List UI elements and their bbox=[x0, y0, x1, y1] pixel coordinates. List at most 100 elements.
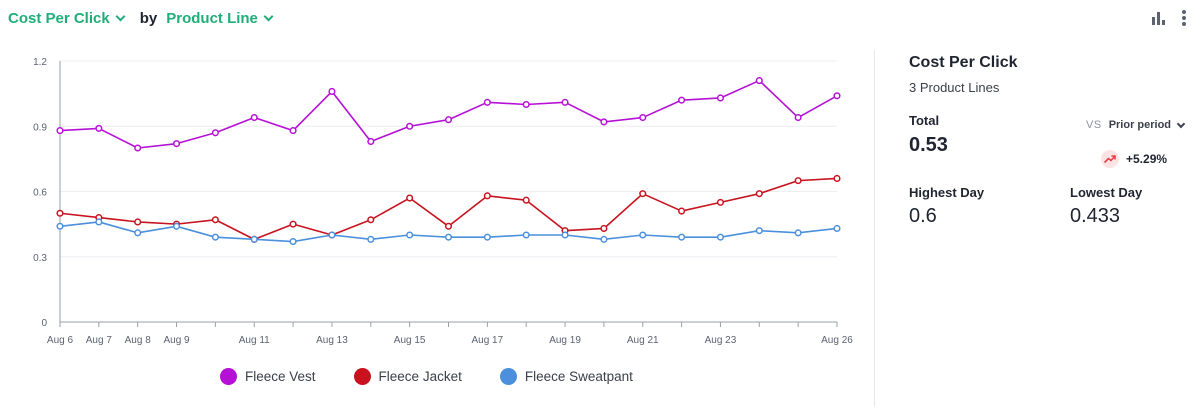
trending-up-icon bbox=[1101, 150, 1119, 168]
data-point-fleece-vest bbox=[250, 114, 258, 122]
data-point-fleece-sweatpant bbox=[367, 235, 375, 243]
data-point-fleece-jacket bbox=[56, 209, 64, 217]
data-point-fleece-vest bbox=[173, 140, 181, 148]
data-point-fleece-vest bbox=[678, 96, 686, 104]
lowest-day-label: Lowest Day bbox=[1070, 185, 1143, 200]
legend-swatch bbox=[220, 368, 237, 385]
data-point-fleece-vest bbox=[328, 87, 336, 96]
group-by-dropdown[interactable]: Product Line bbox=[166, 9, 274, 27]
x-tick-label: Aug 15 bbox=[394, 335, 426, 346]
legend-item-fleece-sweatpant[interactable]: Fleece Sweatpant bbox=[499, 368, 633, 385]
data-point-fleece-jacket bbox=[483, 192, 491, 200]
data-point-fleece-sweatpant bbox=[250, 235, 258, 243]
vs-label: VS bbox=[1086, 119, 1102, 131]
bar-chart-icon[interactable] bbox=[1152, 11, 1166, 25]
series-line-fleece-vest bbox=[59, 79, 838, 149]
data-point-fleece-jacket bbox=[522, 196, 530, 204]
data-point-fleece-jacket bbox=[134, 218, 142, 226]
group-label: Product Line bbox=[166, 9, 258, 27]
legend-swatch bbox=[499, 368, 517, 385]
x-tick-label: Aug 7 bbox=[86, 335, 113, 346]
y-tick-label: 0.6 bbox=[33, 188, 47, 199]
data-point-fleece-sweatpant bbox=[56, 222, 64, 230]
data-point-fleece-vest bbox=[639, 114, 647, 122]
data-point-fleece-jacket bbox=[600, 224, 608, 233]
chart-header: Cost Per Click by Product Line bbox=[8, 8, 274, 28]
data-point-fleece-jacket bbox=[794, 177, 802, 185]
data-point-fleece-vest bbox=[444, 116, 453, 124]
comparison-selector: VS Prior period bbox=[1086, 119, 1186, 131]
legend-label: Fleece Sweatpant bbox=[524, 369, 633, 384]
line-chart: 0 0.3 0.6 0.9 1.2 Aug 6 Aug 7 Aug 8 Aug 9 Aug 11 A… bbox=[33, 57, 853, 346]
legend-swatch bbox=[353, 368, 371, 385]
data-point-fleece-sweatpant bbox=[444, 233, 453, 241]
data-point-fleece-vest bbox=[561, 98, 569, 106]
data-point-fleece-sweatpant bbox=[289, 237, 297, 246]
data-point-fleece-jacket bbox=[716, 198, 725, 206]
data-point-fleece-vest bbox=[833, 92, 841, 100]
y-tick-label: 0.9 bbox=[33, 122, 47, 133]
legend-item-fleece-vest[interactable]: Fleece Vest bbox=[220, 368, 316, 385]
data-point-fleece-sweatpant bbox=[134, 229, 142, 237]
data-point-fleece-sweatpant bbox=[522, 231, 530, 239]
chevron-down-icon bbox=[1176, 119, 1186, 128]
lowest-day-value: 0.433 bbox=[1070, 205, 1121, 227]
data-point-fleece-sweatpant bbox=[406, 231, 414, 239]
highest-day-value: 0.6 bbox=[909, 205, 937, 227]
data-point-fleece-vest bbox=[95, 124, 103, 132]
data-point-fleece-sweatpant bbox=[639, 231, 647, 239]
data-point-fleece-sweatpant bbox=[483, 233, 491, 241]
comparison-dropdown[interactable]: Prior period bbox=[1108, 119, 1186, 131]
y-tick-label: 1.2 bbox=[33, 57, 47, 68]
metric-label: Cost Per Click bbox=[8, 9, 110, 27]
data-point-fleece-jacket bbox=[367, 216, 375, 224]
x-tick-label: Aug 13 bbox=[316, 335, 348, 346]
data-point-fleece-sweatpant bbox=[173, 222, 181, 230]
data-point-fleece-sweatpant bbox=[794, 229, 802, 237]
x-tick-label: Aug 8 bbox=[125, 335, 152, 346]
by-label: by bbox=[139, 9, 158, 27]
comparison-label: Prior period bbox=[1108, 119, 1172, 131]
summary-panel: Cost Per Click 3 Product Lines Total 0.5… bbox=[909, 54, 1189, 227]
x-tick-label: Aug 6 bbox=[47, 335, 74, 346]
data-point-fleece-vest bbox=[211, 129, 219, 137]
legend-item-fleece-jacket[interactable]: Fleece Jacket bbox=[353, 368, 462, 385]
x-tick-label: Aug 23 bbox=[705, 335, 737, 346]
data-point-fleece-sweatpant bbox=[600, 235, 608, 243]
data-point-fleece-vest bbox=[367, 137, 375, 146]
data-point-fleece-vest bbox=[406, 122, 414, 130]
data-point-fleece-sweatpant bbox=[716, 233, 725, 241]
legend-label: Fleece Vest bbox=[245, 369, 316, 384]
data-point-fleece-jacket bbox=[833, 174, 841, 182]
more-vertical-icon[interactable] bbox=[1182, 10, 1186, 26]
data-point-fleece-vest bbox=[56, 127, 64, 135]
x-tick-label: Aug 9 bbox=[163, 335, 190, 346]
data-point-fleece-vest bbox=[755, 77, 763, 85]
y-tick-label: 0.3 bbox=[33, 253, 47, 264]
x-tick-label: Aug 11 bbox=[239, 335, 270, 346]
data-point-fleece-jacket bbox=[678, 207, 686, 215]
data-point-fleece-sweatpant bbox=[561, 231, 569, 239]
x-tick-label: Aug 21 bbox=[627, 335, 659, 346]
data-point-fleece-jacket bbox=[289, 220, 297, 228]
chevron-down-icon bbox=[263, 11, 274, 21]
data-point-fleece-jacket bbox=[444, 222, 453, 230]
data-point-fleece-vest bbox=[522, 100, 530, 109]
data-point-fleece-sweatpant bbox=[678, 233, 686, 241]
x-tick-label: Aug 26 bbox=[821, 335, 853, 346]
data-point-fleece-vest bbox=[794, 114, 802, 122]
total-value: 0.53 bbox=[909, 134, 948, 156]
data-point-fleece-vest bbox=[600, 118, 608, 126]
y-tick-label: 0 bbox=[41, 318, 47, 329]
legend-label: Fleece Jacket bbox=[378, 369, 462, 384]
metric-dropdown[interactable]: Cost Per Click bbox=[8, 9, 126, 27]
highest-day-label: Highest Day bbox=[909, 185, 985, 200]
data-point-fleece-vest bbox=[134, 144, 142, 152]
data-point-fleece-jacket bbox=[406, 194, 414, 202]
change-value: +5.29% bbox=[1126, 152, 1168, 166]
data-point-fleece-sweatpant bbox=[211, 233, 219, 241]
change-indicator: +5.29% bbox=[1101, 150, 1167, 168]
panel-title: Cost Per Click bbox=[909, 54, 1018, 71]
chevron-down-icon bbox=[115, 11, 126, 21]
data-point-fleece-vest bbox=[716, 94, 725, 102]
